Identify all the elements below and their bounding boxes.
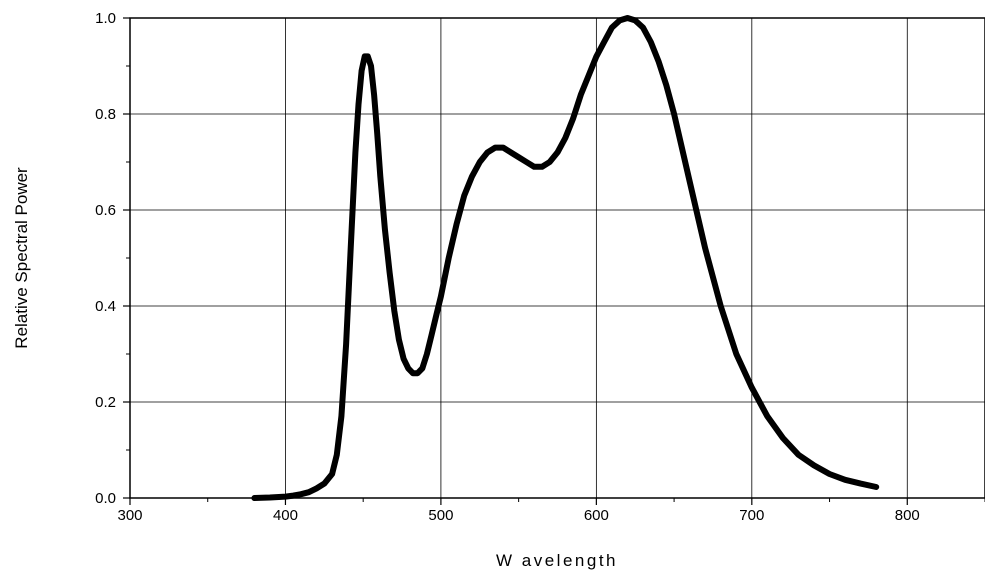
y-tick-label: 0.6	[95, 202, 116, 219]
spectral-power-line	[251, 15, 880, 501]
x-tick-label: 400	[273, 507, 298, 524]
y-axis-title: Relative Spectral Power	[12, 167, 31, 349]
plot-frame	[129, 17, 985, 499]
x-tick-label: 600	[584, 507, 609, 524]
y-tick-label: 0.8	[95, 106, 116, 123]
x-axis-title: W avelength	[496, 551, 618, 570]
minor-ticks	[123, 17, 985, 505]
x-tick-label: 800	[895, 507, 920, 524]
y-tick-label: 0.2	[95, 394, 116, 411]
y-tick-labels: 0.0 0.2 0.4 0.6 0.8 1.0	[95, 10, 116, 507]
grid	[129, 17, 985, 499]
x-tick-labels: 300 400 500 600 700 800	[117, 507, 919, 524]
y-tick-label: 0.4	[95, 298, 116, 315]
y-tick-label: 0.0	[95, 490, 116, 507]
x-tick-label: 500	[428, 507, 453, 524]
x-tick-label: 300	[117, 507, 142, 524]
x-tick-label: 700	[739, 507, 764, 524]
y-tick-label: 1.0	[95, 10, 116, 27]
